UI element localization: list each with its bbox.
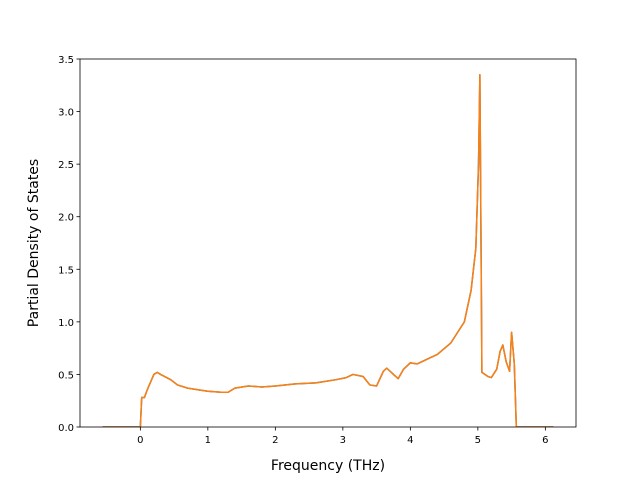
data-line [102,74,554,427]
x-axis-label: Frequency (THz) [271,458,385,474]
y-tick-label: 1.0 [58,318,74,329]
y-tick-label: 1.5 [58,265,74,276]
y-tick-label: 2.5 [58,160,74,171]
x-tick-label: 6 [542,435,548,446]
y-tick-label: 3.5 [58,55,74,66]
x-tick-label: 4 [407,435,413,446]
x-tick-label: 5 [475,435,481,446]
x-tick-label: 2 [272,435,278,446]
y-tick-label: 0.5 [58,370,74,381]
plot-frame [79,58,577,428]
y-tick-label: 3.0 [58,108,74,119]
x-tick-label: 1 [205,435,211,446]
y-tick-label: 2.0 [58,213,74,224]
y-axis-label: Partial Density of States [26,159,42,327]
y-tick-label: 0.0 [58,423,74,434]
x-tick-label: 0 [137,435,143,446]
x-tick-label: 3 [340,435,346,446]
